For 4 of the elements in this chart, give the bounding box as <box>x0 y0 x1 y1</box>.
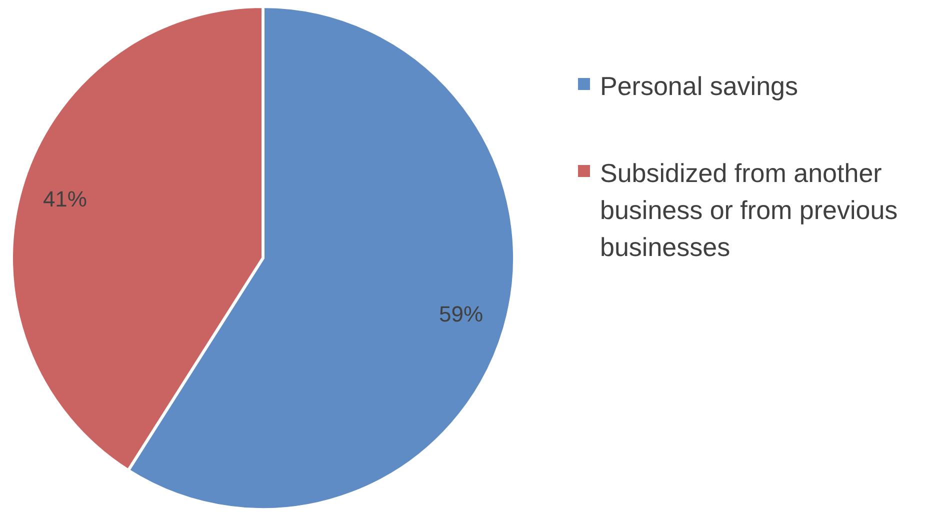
data-label: 41% <box>42 186 87 212</box>
legend-label: Personal savings <box>600 70 798 103</box>
legend-label: Subsidized from another business or from previous businesses <box>600 157 899 264</box>
data-label: 59% <box>439 302 484 327</box>
